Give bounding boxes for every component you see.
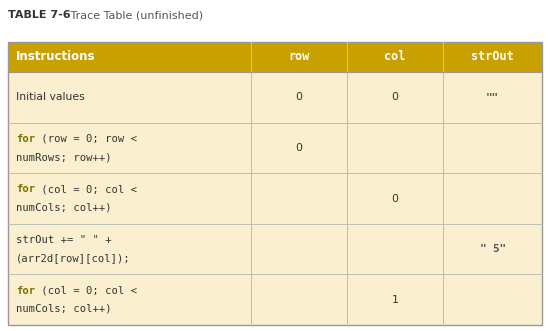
Bar	[347, 224, 443, 274]
Text: numRows; row++): numRows; row++)	[16, 152, 112, 162]
Bar	[8, 173, 251, 224]
Bar	[347, 122, 443, 173]
Text: 0: 0	[295, 143, 303, 153]
Bar	[251, 224, 347, 274]
Text: TABLE 7-6: TABLE 7-6	[8, 10, 70, 20]
Bar	[443, 72, 542, 122]
Text: (col = 0; col <: (col = 0; col <	[35, 286, 137, 296]
Bar	[347, 72, 443, 122]
Text: " 5": " 5"	[480, 244, 505, 254]
Text: for: for	[16, 286, 35, 296]
Bar	[251, 173, 347, 224]
Text: Initial values: Initial values	[16, 92, 85, 102]
Bar	[347, 42, 443, 72]
Bar	[443, 173, 542, 224]
Text: strOut += " " +: strOut += " " +	[16, 235, 112, 245]
Text: Instructions: Instructions	[16, 51, 96, 64]
Bar	[347, 274, 443, 325]
Bar	[8, 224, 251, 274]
Text: (row = 0; row <: (row = 0; row <	[35, 134, 137, 144]
Text: row: row	[288, 51, 310, 64]
Bar	[347, 173, 443, 224]
Text: (arr2d[row][col]);: (arr2d[row][col]);	[16, 253, 131, 263]
Bar	[443, 122, 542, 173]
Text: 1: 1	[392, 295, 399, 305]
Bar	[443, 274, 542, 325]
Text: col: col	[384, 51, 406, 64]
Bar	[251, 122, 347, 173]
Text: 0: 0	[295, 92, 303, 102]
Text: strOut: strOut	[471, 51, 514, 64]
Text: for: for	[16, 134, 35, 144]
Bar	[8, 72, 251, 122]
Text: for: for	[16, 184, 35, 194]
Text: (col = 0; col <: (col = 0; col <	[35, 184, 137, 194]
Text: 0: 0	[392, 194, 399, 204]
Bar	[8, 42, 542, 325]
Bar	[251, 42, 347, 72]
Text: numCols; col++): numCols; col++)	[16, 304, 112, 314]
Text: numCols; col++): numCols; col++)	[16, 203, 112, 213]
Bar	[8, 274, 251, 325]
Bar	[8, 42, 251, 72]
Text: Trace Table (unfinished): Trace Table (unfinished)	[60, 10, 203, 20]
Bar	[443, 224, 542, 274]
Text: 0: 0	[392, 92, 399, 102]
Text: "": ""	[486, 92, 499, 102]
Bar	[443, 42, 542, 72]
Bar	[251, 274, 347, 325]
Bar	[8, 122, 251, 173]
Bar	[251, 72, 347, 122]
